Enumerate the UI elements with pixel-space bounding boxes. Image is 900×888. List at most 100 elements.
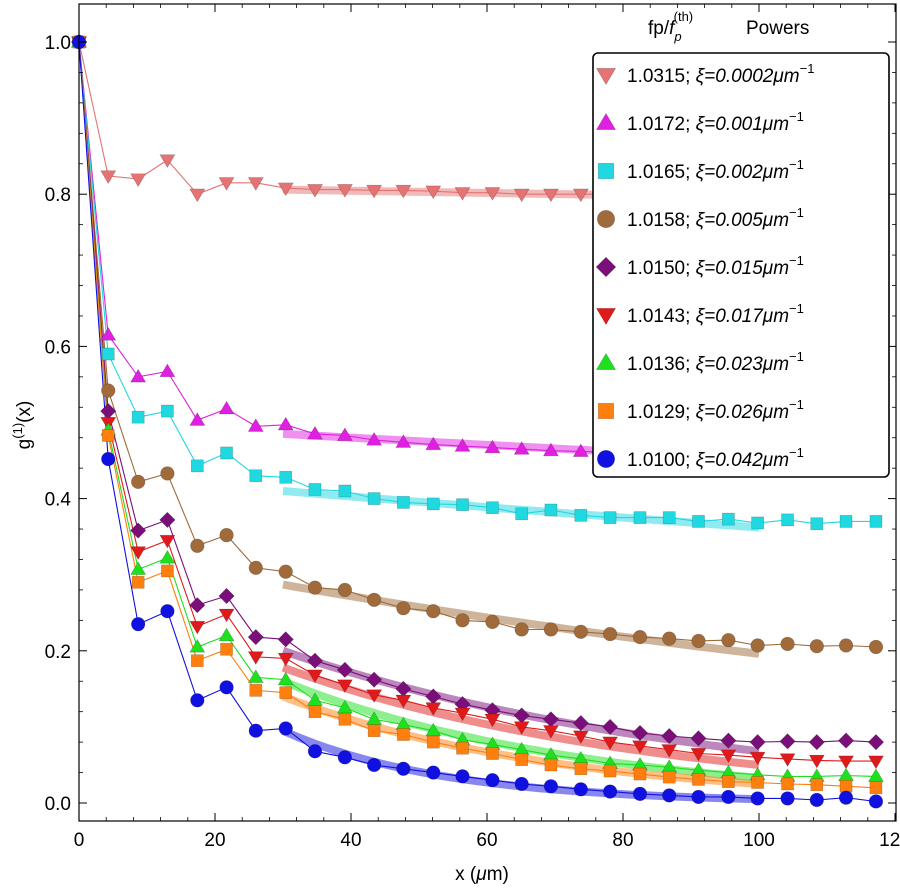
data-point	[631, 740, 649, 754]
legend-label: 1.0100; ξ=0.042μm−1	[627, 445, 804, 471]
legend-marker	[595, 308, 617, 326]
legend-label-power: 1.0315;	[627, 66, 696, 87]
legend-label-sup: −1	[789, 301, 804, 316]
legend-marker	[595, 112, 617, 130]
data-point	[189, 412, 206, 426]
data-point	[306, 184, 323, 198]
data-point	[101, 451, 116, 467]
data-point	[867, 768, 884, 782]
data-point	[573, 624, 588, 639]
fit-band	[282, 580, 760, 658]
data-point	[161, 404, 174, 418]
data-point	[691, 789, 706, 805]
data-point	[247, 177, 264, 191]
data-point	[542, 188, 559, 203]
data-point	[130, 173, 147, 188]
data-point	[220, 642, 233, 656]
data-point	[632, 629, 648, 645]
data-point	[395, 184, 412, 199]
data-point	[189, 638, 206, 653]
data-point	[513, 441, 530, 455]
legend-label-sup: −1	[789, 445, 804, 460]
data-point	[781, 777, 794, 791]
legend-marker	[597, 163, 614, 180]
data-point	[662, 511, 676, 524]
series-line	[78, 41, 877, 648]
data-point	[543, 779, 559, 794]
legend-marker	[597, 450, 615, 468]
data-point	[160, 604, 175, 619]
legend-box	[592, 52, 890, 478]
data-point	[249, 469, 263, 483]
data-point	[247, 651, 264, 665]
data-point	[366, 431, 383, 446]
series-line	[78, 41, 877, 789]
data-point	[278, 721, 293, 736]
legend-label-power: 1.0165;	[627, 162, 696, 183]
data-point	[397, 496, 410, 509]
data-point	[456, 741, 469, 755]
data-point	[190, 693, 205, 708]
data-point	[574, 762, 588, 776]
legend-title-ratio-lead: fp/	[648, 18, 670, 39]
legend-label: 1.0165; ξ=0.002μm−1	[627, 157, 804, 183]
data-point	[218, 587, 235, 605]
legend-marker	[597, 210, 615, 228]
data-point	[486, 747, 499, 760]
data-point	[455, 613, 470, 628]
data-point	[159, 363, 176, 378]
data-point	[336, 184, 353, 198]
data-point	[779, 753, 796, 767]
data-point	[542, 442, 559, 457]
legend-marker	[595, 256, 617, 278]
legend-label: 1.0315; ξ=0.0002μm−1	[627, 61, 814, 87]
data-point	[543, 622, 559, 637]
data-point	[277, 182, 294, 197]
data-point	[485, 614, 500, 630]
series-line	[78, 41, 876, 762]
legend-label-power: 1.0150;	[627, 258, 696, 279]
data-point	[277, 671, 294, 686]
data-point	[159, 154, 176, 169]
data-point	[131, 575, 145, 589]
data-point	[190, 538, 205, 553]
x-axis-label-lead: x (	[455, 864, 477, 885]
data-point	[456, 498, 469, 512]
data-point	[100, 326, 117, 341]
legend-title-ratio-f: f	[669, 18, 676, 39]
data-point	[602, 784, 618, 799]
data-point	[336, 427, 353, 441]
legend-title-ratio-sub: p	[673, 29, 681, 44]
data-point	[633, 511, 647, 524]
data-point	[247, 669, 264, 683]
legend-label-xi: ξ=0.005μm	[696, 210, 789, 231]
data-point	[751, 776, 764, 789]
data-point	[572, 188, 589, 203]
legend-label-xi: ξ=0.001μm	[696, 114, 789, 135]
legend-title-powers: Powers	[746, 18, 809, 39]
data-point	[720, 749, 737, 764]
legend-label-power: 1.0143;	[627, 306, 696, 327]
legend-label: 1.0150; ξ=0.015μm−1	[627, 253, 804, 279]
data-point	[219, 528, 234, 543]
x-axis-label: x (μm)	[455, 864, 509, 885]
data-point	[691, 633, 706, 649]
data-point	[308, 705, 322, 719]
data-point	[869, 515, 883, 528]
data-point	[750, 791, 765, 806]
data-point	[602, 736, 619, 751]
data-point	[839, 515, 853, 528]
data-point	[809, 639, 824, 654]
data-point	[749, 751, 766, 766]
legend-label-sup: −1	[789, 109, 804, 124]
data-point	[159, 549, 176, 564]
data-point	[514, 622, 529, 637]
data-point	[247, 628, 264, 646]
data-point	[397, 728, 410, 741]
data-point	[338, 712, 352, 726]
y-axis-label-g: g	[14, 439, 35, 450]
legend-label-sup: −1	[789, 157, 804, 172]
data-point	[515, 753, 529, 766]
data-point	[572, 714, 589, 732]
